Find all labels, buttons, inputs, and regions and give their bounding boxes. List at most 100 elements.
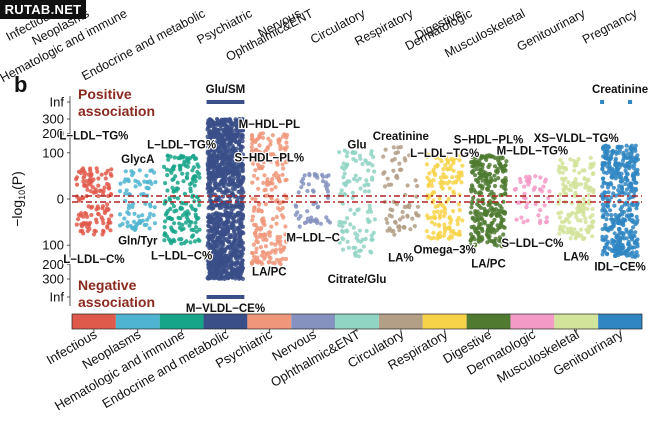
data-point — [238, 121, 243, 126]
data-point — [307, 173, 312, 178]
annotation-label: Omega−3% — [414, 245, 476, 257]
data-point — [209, 156, 214, 161]
data-point — [499, 239, 505, 244]
data-point — [572, 193, 578, 199]
data-point — [367, 203, 372, 208]
data-point — [104, 206, 110, 211]
data-point — [407, 153, 412, 158]
data-point — [557, 164, 562, 169]
data-point — [356, 254, 361, 259]
data-point — [342, 220, 347, 225]
data-point — [212, 143, 217, 148]
data-point — [601, 214, 606, 219]
data-point — [210, 254, 215, 260]
data-point — [232, 187, 237, 192]
data-point — [353, 250, 358, 255]
data-point — [401, 225, 406, 230]
annotation-label: IDL−CE% — [594, 262, 645, 274]
series-points-digestive — [468, 153, 509, 249]
data-point — [220, 270, 225, 275]
data-point — [435, 209, 440, 214]
data-point — [171, 237, 176, 242]
data-point — [206, 118, 211, 123]
data-point — [609, 217, 615, 222]
data-point — [523, 174, 529, 180]
data-point — [216, 151, 222, 156]
data-point — [391, 228, 396, 234]
data-point — [281, 166, 286, 171]
data-point — [429, 180, 434, 185]
data-point — [221, 169, 226, 174]
data-point — [253, 168, 258, 173]
data-point — [501, 199, 506, 204]
data-point — [284, 256, 289, 262]
data-point — [316, 204, 321, 209]
data-point — [230, 179, 235, 184]
data-point — [445, 160, 451, 165]
data-point — [400, 209, 405, 215]
data-point — [296, 216, 301, 221]
data-point — [234, 123, 239, 129]
data-point — [405, 214, 410, 219]
y-axis-title: −log10(P) — [9, 171, 27, 227]
data-point — [492, 238, 497, 244]
data-point — [621, 150, 626, 155]
data-point — [164, 211, 169, 216]
data-point — [484, 157, 489, 162]
data-point — [348, 207, 353, 212]
data-point — [302, 220, 308, 226]
data-point — [168, 216, 173, 221]
data-point — [275, 198, 280, 203]
data-point — [270, 216, 275, 222]
data-point — [253, 250, 259, 255]
data-point — [578, 227, 584, 232]
data-point — [176, 215, 181, 220]
y-axis-title-tail: (P) — [9, 171, 25, 190]
data-point — [220, 118, 225, 123]
data-point — [365, 209, 370, 214]
data-point — [241, 190, 246, 195]
data-point — [522, 184, 527, 189]
data-point — [634, 206, 639, 211]
data-point — [228, 137, 233, 142]
data-point — [481, 169, 486, 174]
data-point — [610, 224, 615, 229]
data-point — [605, 203, 610, 208]
data-point — [480, 228, 485, 233]
data-point — [232, 228, 237, 233]
data-point — [435, 164, 440, 169]
data-point — [179, 241, 184, 246]
data-point — [568, 226, 574, 231]
data-point — [580, 205, 585, 210]
data-point — [250, 136, 255, 141]
data-point — [458, 171, 463, 176]
data-point — [264, 237, 269, 242]
data-point — [132, 211, 137, 216]
inf-point — [628, 100, 633, 104]
data-point — [393, 151, 398, 156]
data-point — [217, 218, 222, 223]
data-point — [276, 158, 281, 163]
data-point — [254, 239, 259, 244]
data-point — [633, 169, 638, 174]
data-point — [342, 148, 347, 153]
annotation-label: L−LDL−TG% — [410, 148, 479, 160]
data-point — [614, 163, 619, 168]
data-point — [604, 234, 609, 239]
data-point — [575, 210, 580, 215]
data-point — [217, 121, 222, 126]
data-point — [260, 250, 265, 255]
data-point — [436, 203, 441, 208]
inf-segment-label: Creatinine — [592, 84, 648, 96]
data-point — [353, 231, 358, 236]
series-points-nervous — [293, 171, 332, 229]
data-point — [582, 236, 587, 241]
data-point — [560, 170, 565, 175]
inf-segment-label: M−VLDL−CE% — [186, 303, 265, 315]
data-point — [88, 168, 93, 173]
data-point — [612, 203, 617, 208]
data-point — [278, 242, 283, 247]
data-point — [226, 163, 231, 168]
data-point — [259, 253, 265, 258]
color-band-cell — [378, 314, 423, 329]
